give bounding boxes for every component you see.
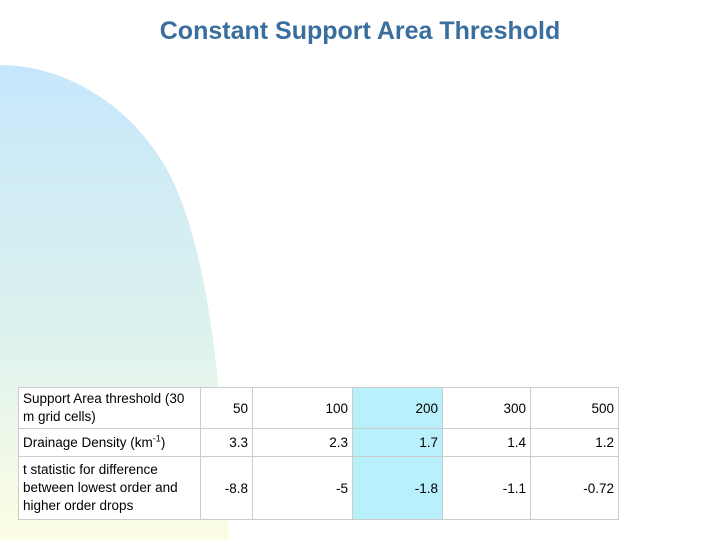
table-cell-highlighted: 1.7	[352, 428, 443, 457]
table-cell: -8.8	[200, 456, 253, 520]
table-row: Support Area threshold (30 m grid cells)…	[18, 387, 619, 429]
row-label-support-area: Support Area threshold (30 m grid cells)	[18, 387, 201, 429]
table-row: Drainage Density (km-1) 3.3 2.3 1.7 1.4 …	[18, 428, 619, 457]
table-cell: -1.1	[442, 456, 531, 520]
table-cell: 50	[200, 387, 253, 429]
drainage-density-label: Drainage Density (km	[23, 434, 153, 450]
table-row: t statistic for difference between lowes…	[18, 456, 619, 520]
table-cell: 3.3	[200, 428, 253, 457]
row-label-drainage-density: Drainage Density (km-1)	[18, 428, 201, 457]
row-label-t-statistic: t statistic for difference between lowes…	[18, 456, 201, 520]
table-cell: 100	[252, 387, 353, 429]
table-cell: -0.72	[530, 456, 619, 520]
table-cell-highlighted: -1.8	[352, 456, 443, 520]
table-cell: 2.3	[252, 428, 353, 457]
slide-title: Constant Support Area Threshold	[159, 17, 561, 45]
table-cell: 1.2	[530, 428, 619, 457]
table-cell: 300	[442, 387, 531, 429]
table-cell-highlighted: 200	[352, 387, 443, 429]
table-cell: -5	[252, 456, 353, 520]
drainage-density-label-suffix: )	[160, 434, 166, 450]
table-cell: 1.4	[442, 428, 531, 457]
support-area-table: Support Area threshold (30 m grid cells)…	[18, 387, 619, 520]
table-cell: 500	[530, 387, 619, 429]
unit-exponent: -1	[152, 433, 161, 443]
